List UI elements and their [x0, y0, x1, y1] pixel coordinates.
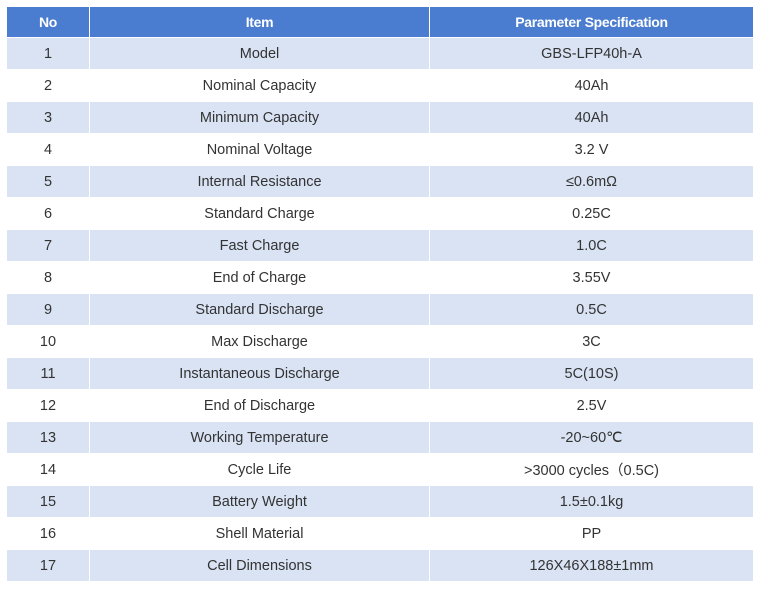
cell-no: 16 [6, 517, 90, 550]
cell-item: Working Temperature [89, 421, 430, 454]
cell-item: Shell Material [89, 517, 430, 550]
cell-item: Nominal Voltage [89, 133, 430, 166]
cell-item: Cell Dimensions [89, 549, 430, 582]
cell-spec: 3.2 V [429, 133, 754, 166]
cell-no: 9 [6, 293, 90, 326]
table-row: 11 Instantaneous Discharge 5C(10S) [6, 357, 754, 390]
cell-no: 11 [6, 357, 90, 390]
table-row: 14 Cycle Life >3000 cycles（0.5C) [6, 453, 754, 486]
header-no: No [6, 6, 90, 38]
cell-no: 17 [6, 549, 90, 582]
cell-no: 12 [6, 389, 90, 422]
cell-item: Battery Weight [89, 485, 430, 518]
cell-spec: 40Ah [429, 69, 754, 102]
table-row: 15 Battery Weight 1.5±0.1kg [6, 485, 754, 518]
table-row: 2 Nominal Capacity 40Ah [6, 69, 754, 102]
table-row: 3 Minimum Capacity 40Ah [6, 101, 754, 134]
cell-item: End of Charge [89, 261, 430, 294]
cell-spec: -20~60℃ [429, 421, 754, 454]
cell-spec: 5C(10S) [429, 357, 754, 390]
header-item: Item [89, 6, 430, 38]
header-spec: Parameter Specification [429, 6, 754, 38]
cell-spec: 3.55V [429, 261, 754, 294]
table-row: 13 Working Temperature -20~60℃ [6, 421, 754, 454]
cell-no: 6 [6, 197, 90, 230]
cell-item: Internal Resistance [89, 165, 430, 198]
table-header-row: No Item Parameter Specification [6, 6, 754, 38]
cell-no: 1 [6, 37, 90, 70]
cell-item: Standard Discharge [89, 293, 430, 326]
table-row: 6 Standard Charge 0.25C [6, 197, 754, 230]
cell-spec: 1.5±0.1kg [429, 485, 754, 518]
cell-no: 15 [6, 485, 90, 518]
cell-no: 7 [6, 229, 90, 262]
cell-spec: 0.5C [429, 293, 754, 326]
spec-table: No Item Parameter Specification 1 Model … [6, 6, 754, 582]
cell-item: Fast Charge [89, 229, 430, 262]
cell-no: 14 [6, 453, 90, 486]
cell-spec: 1.0C [429, 229, 754, 262]
cell-item: Minimum Capacity [89, 101, 430, 134]
cell-item: Model [89, 37, 430, 70]
cell-item: Nominal Capacity [89, 69, 430, 102]
cell-no: 10 [6, 325, 90, 358]
cell-spec: 2.5V [429, 389, 754, 422]
table-row: 9 Standard Discharge 0.5C [6, 293, 754, 326]
cell-spec: 0.25C [429, 197, 754, 230]
cell-no: 3 [6, 101, 90, 134]
table-row: 10 Max Discharge 3C [6, 325, 754, 358]
cell-item: Instantaneous Discharge [89, 357, 430, 390]
cell-spec: >3000 cycles（0.5C) [429, 453, 754, 486]
cell-spec: 3C [429, 325, 754, 358]
cell-no: 2 [6, 69, 90, 102]
table-row: 12 End of Discharge 2.5V [6, 389, 754, 422]
cell-item: Standard Charge [89, 197, 430, 230]
table-row: 16 Shell Material PP [6, 517, 754, 550]
table-row: 8 End of Charge 3.55V [6, 261, 754, 294]
cell-no: 4 [6, 133, 90, 166]
cell-spec: GBS-LFP40h-A [429, 37, 754, 70]
table-row: 17 Cell Dimensions 126X46X188±1mm [6, 549, 754, 582]
cell-no: 5 [6, 165, 90, 198]
table-row: 5 Internal Resistance ≤0.6mΩ [6, 165, 754, 198]
cell-item: Cycle Life [89, 453, 430, 486]
cell-spec: 40Ah [429, 101, 754, 134]
cell-spec: PP [429, 517, 754, 550]
cell-spec: ≤0.6mΩ [429, 165, 754, 198]
cell-item: End of Discharge [89, 389, 430, 422]
cell-spec: 126X46X188±1mm [429, 549, 754, 582]
cell-no: 8 [6, 261, 90, 294]
table-row: 4 Nominal Voltage 3.2 V [6, 133, 754, 166]
table-row: 1 Model GBS-LFP40h-A [6, 37, 754, 70]
cell-item: Max Discharge [89, 325, 430, 358]
cell-no: 13 [6, 421, 90, 454]
table-row: 7 Fast Charge 1.0C [6, 229, 754, 262]
